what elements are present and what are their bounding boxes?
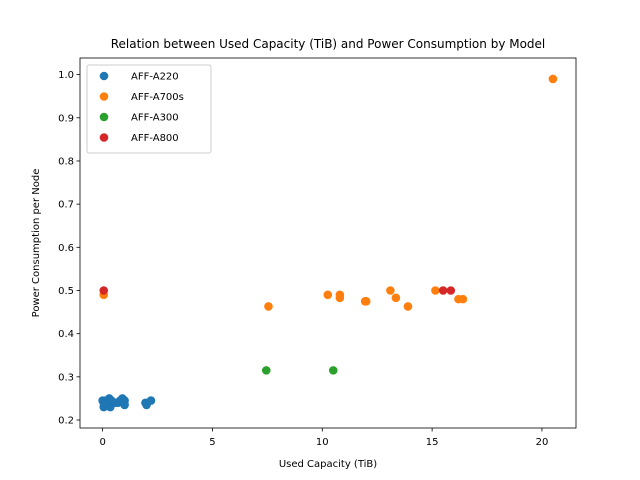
x-tick-label: 10 xyxy=(316,437,329,448)
data-point xyxy=(391,293,401,303)
y-tick-label: 0.5 xyxy=(58,286,74,297)
y-tick-label: 0.8 xyxy=(58,156,74,167)
data-point xyxy=(146,396,156,405)
y-tick-label: 0.4 xyxy=(58,329,74,340)
data-point xyxy=(386,286,395,295)
plot-frame xyxy=(79,57,577,429)
x-tick-label: 0 xyxy=(99,437,105,448)
y-tick-label: 0.3 xyxy=(58,372,74,383)
data-point xyxy=(323,290,333,300)
data-point xyxy=(99,286,109,295)
data-point xyxy=(261,366,271,375)
y-tick-label: 1.0 xyxy=(58,70,74,81)
legend-marker xyxy=(99,92,109,101)
data-point xyxy=(335,293,345,303)
legend-label: AFF-A700s xyxy=(131,92,184,103)
points-layer xyxy=(98,74,558,412)
y-tick-label: 0.7 xyxy=(58,200,74,211)
y-tick-label: 0.6 xyxy=(58,243,74,254)
data-point xyxy=(328,366,338,375)
data-point xyxy=(548,74,558,84)
y-tick-label: 0.9 xyxy=(58,113,74,124)
ticks-layer: 0 5 10 15 20 0.2 0.3 0.4 0.5 0.6 0.7 0.8 0.9 1.0 xyxy=(58,70,548,448)
x-tick-label: 15 xyxy=(426,437,439,448)
legend-marker xyxy=(99,71,109,81)
legend-label: AFF-A220 xyxy=(131,72,179,83)
chart-title: Relation between Used Capacity (TiB) and… xyxy=(111,37,546,51)
x-axis-label: Used Capacity (TiB) xyxy=(279,459,377,470)
legend-marker xyxy=(99,112,109,122)
y-tick-label: 0.2 xyxy=(58,416,74,427)
legend-marker xyxy=(99,133,109,142)
y-axis-label: Power Consumption per Node xyxy=(31,169,42,318)
data-point xyxy=(361,296,371,306)
x-tick-label: 20 xyxy=(536,437,549,448)
data-point xyxy=(120,400,129,410)
legend-box xyxy=(86,64,212,154)
data-point xyxy=(446,286,456,295)
x-tick-label: 5 xyxy=(209,437,215,448)
data-point xyxy=(438,286,448,295)
legend: AFF-A220 AFF-A700s AFF-A300 AFF-A800 xyxy=(86,64,212,154)
legend-label: AFF-A300 xyxy=(131,113,179,124)
data-point xyxy=(264,302,273,311)
legend-label: AFF-A800 xyxy=(131,133,179,144)
data-point xyxy=(458,294,468,304)
data-point xyxy=(403,302,413,311)
data-point xyxy=(431,286,440,295)
